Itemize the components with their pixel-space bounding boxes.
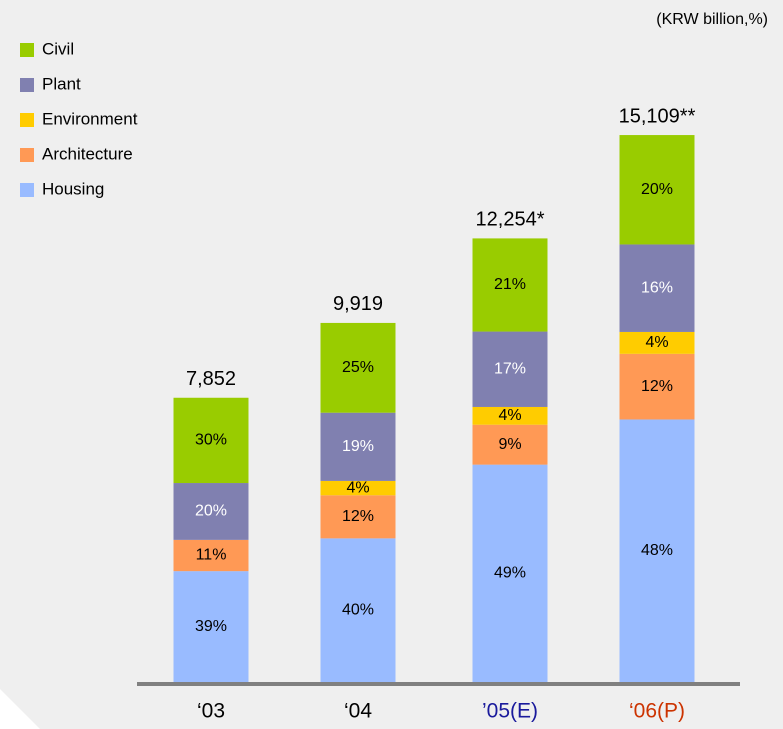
legend-label: Housing bbox=[42, 179, 104, 198]
legend-swatch bbox=[20, 183, 34, 197]
segment-label: 20% bbox=[195, 503, 227, 520]
segment-label: 30% bbox=[195, 432, 227, 449]
x-tick-label: ‘04 bbox=[344, 700, 372, 723]
segment-label: 16% bbox=[641, 279, 673, 296]
segment-label: 4% bbox=[346, 479, 369, 496]
bar-segment bbox=[619, 135, 695, 245]
x-tick-label: ‘06(P) bbox=[629, 700, 685, 723]
bar-segment bbox=[472, 406, 548, 425]
legend-swatch bbox=[20, 113, 34, 127]
total-label: 15,109** bbox=[619, 105, 696, 127]
segment-label: 12% bbox=[641, 378, 673, 395]
bar-segment bbox=[472, 464, 548, 682]
bar-segment bbox=[472, 238, 548, 332]
bar-segment bbox=[619, 419, 695, 682]
segment-label: 25% bbox=[342, 359, 374, 376]
legend-swatch bbox=[20, 78, 34, 92]
bar-segment bbox=[619, 244, 695, 332]
segment-label: 4% bbox=[645, 334, 668, 351]
segment-label: 12% bbox=[342, 508, 374, 525]
segment-label: 40% bbox=[342, 601, 374, 618]
segment-label: 9% bbox=[498, 436, 521, 453]
total-label: 12,254* bbox=[476, 209, 545, 231]
bar-segment bbox=[472, 424, 548, 465]
segment-label: 20% bbox=[641, 181, 673, 198]
bar-segment bbox=[619, 331, 695, 354]
total-label: 7,852 bbox=[186, 368, 236, 390]
bar-segment bbox=[320, 480, 396, 496]
bar-segment bbox=[472, 331, 548, 407]
segment-label: 39% bbox=[195, 618, 227, 635]
bar-segment bbox=[619, 353, 695, 420]
segment-label: 17% bbox=[494, 360, 526, 377]
bar-segment bbox=[173, 571, 249, 682]
segment-label: 49% bbox=[494, 565, 526, 582]
x-tick-label: ’05(E) bbox=[482, 700, 538, 723]
bar-segment bbox=[320, 322, 396, 413]
bar-segment bbox=[320, 412, 396, 481]
bar-segment bbox=[320, 538, 396, 682]
segment-label: 4% bbox=[498, 407, 521, 424]
legend-label: Environment bbox=[42, 109, 138, 128]
segment-label: 21% bbox=[494, 276, 526, 293]
segment-label: 19% bbox=[342, 438, 374, 455]
total-label: 9,919 bbox=[333, 293, 383, 315]
x-tick-label: ‘03 bbox=[197, 700, 225, 723]
segment-label: 48% bbox=[641, 542, 673, 559]
unit-note: (KRW billion,%) bbox=[656, 11, 768, 28]
legend-swatch bbox=[20, 148, 34, 162]
bar-segment bbox=[173, 483, 249, 540]
legend-label: Architecture bbox=[42, 144, 133, 163]
bar-segment bbox=[173, 539, 249, 572]
bar-segment bbox=[173, 397, 249, 484]
legend-label: Civil bbox=[42, 39, 74, 58]
legend-swatch bbox=[20, 43, 34, 57]
segment-label: 11% bbox=[196, 547, 227, 564]
legend-label: Plant bbox=[42, 74, 81, 93]
bar-segment bbox=[320, 495, 396, 539]
